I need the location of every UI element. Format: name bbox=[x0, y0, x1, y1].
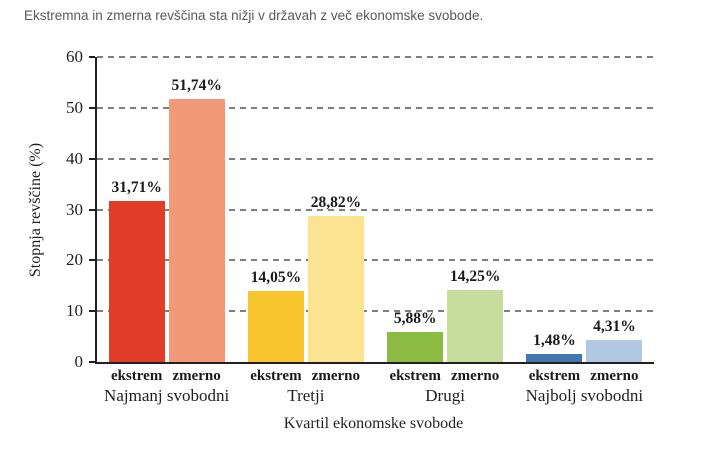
y-tick-label-60: 60 bbox=[66, 47, 83, 66]
bar-value-label-zmerno-0: 51,74% bbox=[171, 77, 222, 94]
bar-value-label-zmerno-2: 14,25% bbox=[449, 267, 501, 285]
series-label-ekstrem-3: ekstrem bbox=[528, 368, 581, 384]
gridline-20 bbox=[97, 259, 654, 262]
bar-zmerno-2 bbox=[447, 289, 504, 362]
bar-value-label-ekstrem-2: 5,88% bbox=[393, 310, 437, 328]
series-label-zmerno-2: zmerno bbox=[450, 368, 500, 384]
y-tick-label-50: 50 bbox=[66, 97, 83, 117]
series-label-zmerno-3: zmerno bbox=[590, 368, 639, 384]
bar-ekstrem-1 bbox=[247, 290, 304, 362]
category-label-2: Drugi bbox=[425, 386, 465, 405]
series-label-ekstrem-0: ekstrem bbox=[110, 368, 163, 384]
y-axis-tick-50 bbox=[89, 106, 95, 109]
category-label-3: Najbolj svobodni bbox=[525, 386, 644, 405]
y-axis-tick-0 bbox=[89, 361, 95, 363]
x-axis-title: Kvartil ekonomske svobode bbox=[283, 415, 464, 432]
y-tick-label-0: 0 bbox=[74, 352, 84, 371]
bar-ekstrem-3 bbox=[526, 354, 583, 362]
bar-value-label-ekstrem-0: 31,71% bbox=[111, 178, 162, 196]
series-label-zmerno-1: zmerno bbox=[311, 368, 361, 384]
y-tick-label-30: 30 bbox=[66, 199, 83, 219]
y-axis-tick-10 bbox=[89, 310, 95, 313]
bar-zmerno-0 bbox=[168, 99, 225, 362]
y-axis-tick-30 bbox=[89, 208, 95, 211]
y-axis-tick-40 bbox=[89, 157, 95, 160]
gridline-40 bbox=[97, 157, 654, 160]
bar-zmerno-3 bbox=[586, 340, 643, 362]
y-axis-tick-20 bbox=[89, 259, 95, 262]
bar-value-label-ekstrem-3: 1,48% bbox=[533, 332, 576, 350]
series-label-zmerno-0: zmerno bbox=[172, 368, 221, 384]
bar-ekstrem-0 bbox=[108, 200, 165, 362]
y-tick-label-10: 10 bbox=[66, 301, 83, 321]
y-axis-tick-60 bbox=[89, 56, 95, 58]
gridline-60 bbox=[97, 56, 654, 58]
category-label-0: Najmanj svobodni bbox=[104, 386, 230, 405]
category-label-1: Tretji bbox=[287, 386, 325, 405]
bar-value-label-ekstrem-1: 14,05% bbox=[250, 268, 302, 286]
series-label-ekstrem-1: ekstrem bbox=[250, 368, 302, 384]
bar-value-label-zmerno-1: 28,82% bbox=[310, 193, 362, 211]
gridline-10 bbox=[97, 310, 654, 313]
plot-area: 0 10 20 30 40 50 60 31,71% ekstrem 51,74% zmerno Na… bbox=[66, 47, 654, 405]
bar-ekstrem-2 bbox=[387, 332, 444, 362]
y-tick-label-40: 40 bbox=[66, 148, 83, 168]
bar-value-label-zmerno-3: 4,31% bbox=[593, 318, 636, 336]
gridline-50 bbox=[97, 106, 654, 109]
gridline-30 bbox=[97, 208, 654, 211]
y-tick-label-20: 20 bbox=[66, 250, 83, 270]
bar-zmerno-1 bbox=[307, 215, 364, 362]
series-label-ekstrem-2: ekstrem bbox=[389, 368, 441, 384]
chart-caption: Ekstremna in zmerna revščina sta nižji v… bbox=[24, 8, 484, 23]
